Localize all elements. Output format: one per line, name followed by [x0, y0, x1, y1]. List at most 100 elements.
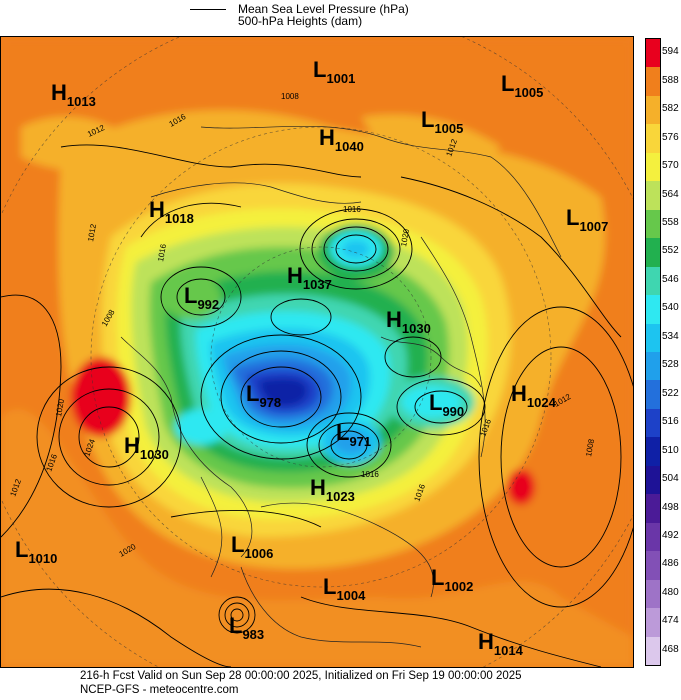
map-legend: Mean Sea Level Pressure (hPa) 500-hPa He… — [190, 0, 490, 30]
isobar-value-label: 1008 — [281, 92, 299, 101]
center-letter: L — [431, 565, 445, 590]
isobar-value-label: 1012 — [86, 223, 98, 243]
colorbar-cell — [646, 352, 660, 381]
low-pressure-center: L983 — [229, 613, 264, 642]
low-pressure-center: L1001 — [313, 59, 355, 86]
colorbar-cell — [646, 67, 660, 97]
center-letter: L — [501, 71, 515, 96]
colorbar-cell — [646, 95, 660, 125]
center-letter: H — [124, 433, 140, 458]
colorbar-cell — [646, 181, 660, 211]
high-pressure-center: H1030 — [124, 433, 169, 462]
center-letter: H — [287, 263, 303, 288]
center-letter: H — [511, 381, 527, 406]
center-letter: H — [319, 125, 335, 150]
center-letter: L — [246, 381, 260, 406]
low-pressure-center: L992 — [184, 283, 219, 312]
colorbar-tick-label: 576 — [662, 131, 679, 143]
isobars — [1, 144, 633, 667]
center-letter: L — [566, 205, 580, 230]
forecast-valid-text: 216-h Fcst Valid on Sun Sep 28 00:00:00 … — [80, 670, 522, 682]
center-pressure-value: 1037 — [302, 277, 332, 292]
center-pressure-value: 1018 — [164, 211, 194, 226]
high-pressure-center: H1013 — [51, 80, 96, 109]
colorbar-tick-label: 504 — [662, 473, 679, 485]
center-letter: H — [51, 80, 67, 105]
weather-map: 1012 1016 1008 1012 1016 1008 1020 1024 1016 1012… — [0, 36, 634, 668]
isobar-value-label: 1020 — [54, 398, 66, 418]
high-pressure-center: H1030 — [386, 307, 431, 336]
colorbar-tick-label: 540 — [662, 302, 679, 314]
low-pressure-center: L1005 — [421, 107, 463, 136]
graticule — [1, 37, 633, 667]
colorbar-tick-label: 594 — [662, 46, 679, 58]
colorbar-tick-label: 516 — [662, 416, 679, 428]
center-pressure-value: 1001 — [326, 71, 356, 86]
center-pressure-value: 992 — [197, 297, 220, 312]
colorbar-tick-label: 492 — [662, 529, 679, 541]
isobar-value-label: 1016 — [343, 205, 361, 214]
colorbar-cell — [646, 522, 660, 552]
heights-legend-label: 500-hPa Heights (dam) — [238, 14, 363, 28]
colorbar-tick-label: 498 — [662, 501, 679, 513]
colorbar-cell — [646, 465, 660, 495]
center-letter: H — [310, 475, 326, 500]
center-letter: H — [478, 629, 494, 654]
isobar-value-label: 1020 — [399, 228, 411, 248]
colorbar-cell — [646, 152, 660, 182]
low-pressure-center: L1005 — [501, 71, 543, 100]
colorbar-tick-label: 480 — [662, 586, 679, 598]
colorbar-tick-label: 486 — [662, 558, 679, 570]
low-pressure-center: L1010 — [15, 539, 57, 566]
colorbar-cell — [646, 266, 660, 296]
coastlines — [120, 125, 562, 648]
low-pressure-center: L971 — [336, 420, 371, 449]
height-field — [1, 37, 633, 667]
high-pressure-center: H1014 — [478, 629, 523, 658]
center-letter: L — [421, 107, 435, 132]
center-letter: L — [231, 532, 245, 557]
center-pressure-value: 1005 — [514, 85, 544, 100]
colorbar-tick-label: 474 — [662, 615, 679, 627]
center-letter: L — [336, 420, 350, 445]
center-pressure-value: 1023 — [325, 489, 355, 504]
heights-legend-entry: 500-hPa Heights (dam) — [238, 14, 362, 28]
center-pressure-value: 1030 — [139, 447, 169, 462]
center-letter: H — [386, 307, 402, 332]
center-pressure-value: 1006 — [244, 546, 274, 561]
isobar-line-sample — [190, 9, 226, 11]
center-pressure-value: 1004 — [336, 588, 366, 603]
colorbar-tick-label: 588 — [662, 74, 679, 86]
center-pressure-value: 1010 — [28, 551, 58, 566]
center-letter: H — [149, 197, 165, 222]
colorbar-tick-label: 522 — [662, 387, 679, 399]
center-pressure-value: 983 — [242, 627, 265, 642]
colorbar-cell — [646, 323, 660, 353]
colorbar-cell — [646, 124, 660, 154]
center-letter: L — [429, 390, 443, 415]
mslp-legend-entry: Mean Sea Level Pressure (hPa) — [190, 2, 409, 16]
center-letter: L — [184, 283, 198, 308]
colorbar-tick-label: 468 — [662, 643, 679, 655]
center-pressure-value: 1007 — [579, 219, 609, 234]
center-pressure-value: 1005 — [434, 121, 464, 136]
colorbar-tick-label: 510 — [662, 444, 679, 456]
center-pressure-value: 971 — [349, 434, 372, 449]
center-pressure-value: 978 — [259, 395, 282, 410]
center-letter: L — [229, 613, 243, 638]
colorbar-cell — [646, 209, 660, 239]
colorbar-tick-label: 564 — [662, 188, 679, 200]
colorbar-cell — [646, 551, 660, 581]
low-pressure-center: L978 — [246, 381, 281, 410]
low-pressure-center: L1002 — [431, 565, 473, 594]
colorbar-tick-labels: 594 588 582 576 570 564 558 552 546 540 534 528 522 5… — [662, 38, 681, 664]
colorbar-tick-label: 552 — [662, 245, 679, 257]
high-pressure-center: H1018 — [149, 197, 194, 226]
isobar-value-label: 1016 — [156, 243, 168, 263]
high-pressure-center: H1037 — [287, 263, 332, 292]
colorbar-cell — [646, 608, 660, 638]
colorbar-tick-label: 528 — [662, 359, 679, 371]
center-pressure-value: 1014 — [493, 643, 523, 658]
center-letter: L — [323, 574, 337, 599]
high-pressure-center: H1024 — [511, 381, 556, 410]
